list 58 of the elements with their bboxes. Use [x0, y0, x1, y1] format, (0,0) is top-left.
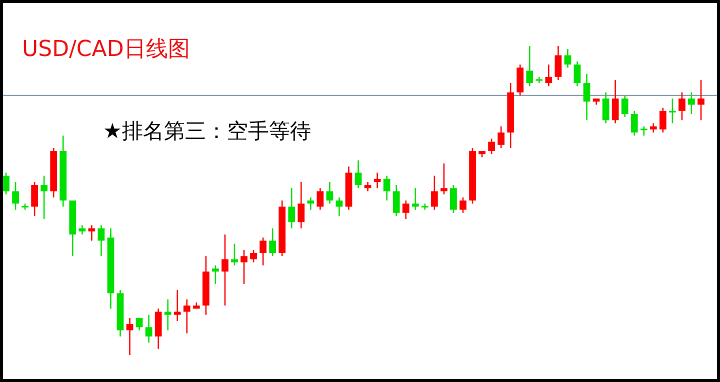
candlestick	[240, 249, 248, 285]
candlestick	[136, 317, 143, 331]
candlestick	[545, 64, 552, 87]
candlestick	[621, 94, 628, 118]
candlestick	[88, 224, 96, 242]
candlestick	[336, 196, 343, 217]
candlestick	[126, 317, 134, 356]
candlestick	[174, 289, 181, 322]
candlestick	[688, 92, 695, 115]
annotation: ★排名第三：空手等待	[103, 119, 311, 143]
candlestick	[183, 298, 190, 334]
candlestick	[498, 126, 504, 149]
candlestick	[40, 175, 48, 220]
candlestick	[307, 196, 314, 210]
candlestick	[98, 224, 105, 257]
candlestick	[12, 181, 19, 210]
candlestick	[316, 187, 324, 210]
candlestick	[212, 264, 219, 285]
candlestick	[288, 187, 296, 229]
title: USD/CAD日线图	[22, 37, 190, 62]
candlestick	[554, 45, 562, 81]
candlestick	[326, 181, 334, 204]
candlestick	[374, 172, 381, 189]
candlestick	[364, 181, 372, 192]
candlestick	[630, 110, 638, 136]
candlestick	[250, 249, 257, 263]
candlestick	[440, 162, 448, 195]
candlestick	[269, 228, 276, 257]
candlestick	[164, 298, 172, 331]
candlestick	[574, 60, 581, 87]
candlestick	[78, 224, 86, 236]
candlestick	[564, 48, 572, 68]
candlestick	[231, 243, 238, 266]
candlestick	[450, 184, 457, 214]
candlestick	[650, 122, 657, 134]
candlestick	[383, 175, 390, 202]
candlestick	[430, 175, 438, 210]
candlestick	[602, 92, 610, 124]
candlestick	[488, 138, 495, 155]
candlestick	[402, 200, 410, 220]
candlestick	[354, 160, 362, 189]
candlestick	[640, 126, 648, 136]
candlestick	[412, 187, 419, 210]
candlestick	[298, 181, 305, 229]
candlestick	[678, 92, 686, 121]
candlestick	[659, 107, 666, 134]
candlestick	[2, 172, 10, 195]
candlestick	[612, 79, 619, 124]
candlestick	[31, 181, 38, 217]
candlestick	[698, 79, 704, 121]
candlestick	[260, 236, 266, 266]
candlestick	[145, 314, 152, 344]
candlestick	[392, 184, 400, 217]
candlestick	[526, 45, 534, 87]
candlestick	[669, 98, 676, 124]
candlestick	[222, 234, 228, 306]
candlestick	[460, 196, 466, 214]
candlestick	[583, 73, 590, 121]
